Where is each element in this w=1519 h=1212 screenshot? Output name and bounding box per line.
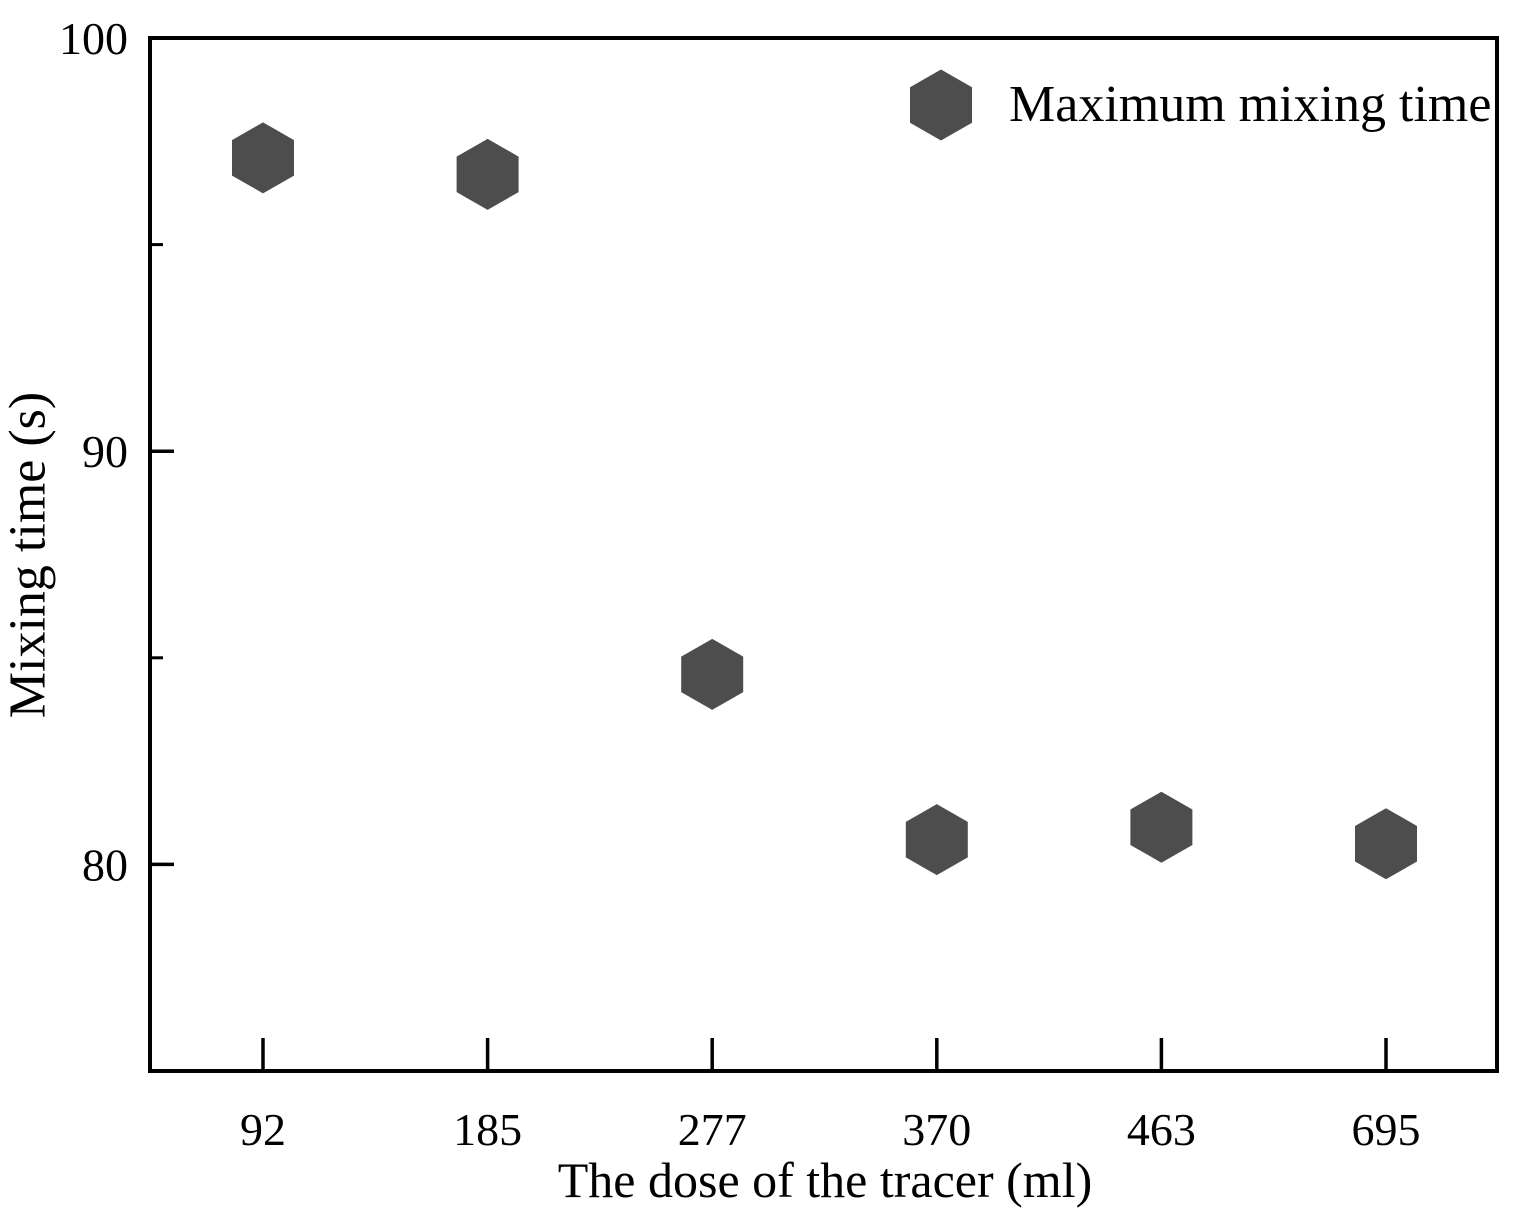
x-axis-tick-label: 277 bbox=[678, 1104, 747, 1155]
data-point-hexagon bbox=[232, 122, 294, 194]
hexagon-shape bbox=[910, 69, 972, 141]
x-axis-title: The dose of the tracer (ml) bbox=[557, 1152, 1093, 1208]
x-axis-tick-label: 92 bbox=[240, 1104, 286, 1155]
y-axis-tick-label: 80 bbox=[82, 839, 128, 890]
legend-hexagon-marker-icon bbox=[910, 69, 972, 141]
data-point-hexagon bbox=[905, 804, 968, 876]
data-point-hexagon bbox=[1130, 791, 1193, 863]
x-axis-tick-label: 463 bbox=[1127, 1104, 1196, 1155]
data-point-hexagon bbox=[681, 638, 744, 710]
axis-ticks-layer: 92 185 277 370 463 695 100 90 80 bbox=[59, 13, 1421, 1155]
x-axis-tick-label: 370 bbox=[902, 1104, 971, 1155]
data-point-hexagon bbox=[456, 138, 519, 210]
data-point-hexagon bbox=[1355, 808, 1417, 880]
legend-label: Maximum mixing time bbox=[1009, 76, 1492, 133]
x-axis-tick-label: 695 bbox=[1352, 1104, 1421, 1155]
y-axis-title: Mixing time (s) bbox=[0, 391, 57, 719]
x-axis-tick-label: 185 bbox=[453, 1104, 522, 1155]
data-points-layer bbox=[232, 122, 1417, 880]
legend: Maximum mixing time bbox=[910, 69, 1491, 141]
y-axis-tick-label: 90 bbox=[82, 426, 128, 477]
y-axis-tick-label: 100 bbox=[59, 13, 128, 64]
plot-border bbox=[148, 36, 1499, 1073]
